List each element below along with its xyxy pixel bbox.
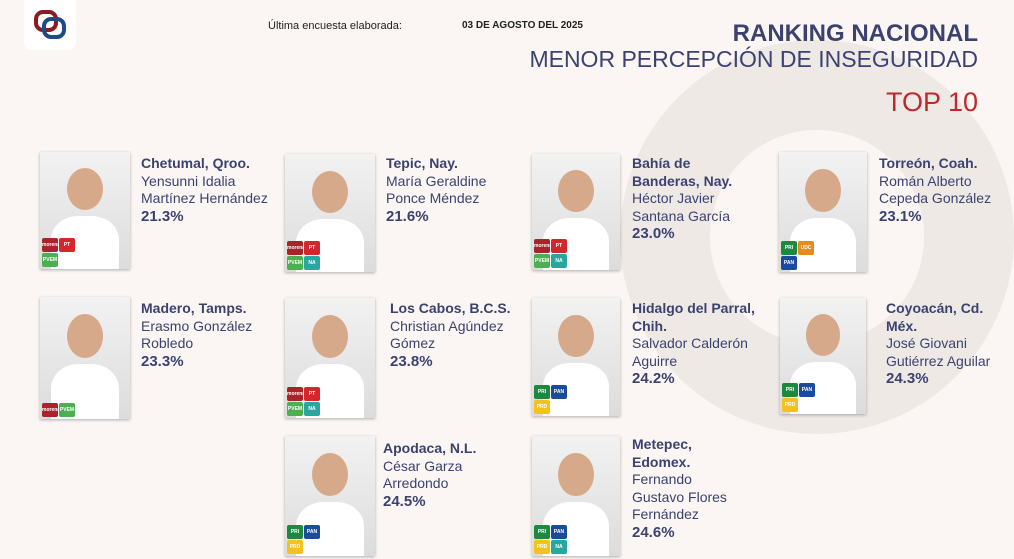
candidate-name: Erasmo González Robledo (141, 317, 253, 352)
candidate-percentage: 23.8% (390, 352, 433, 370)
candidate-percentage: 24.6% (632, 523, 675, 541)
candidate-percentage: 23.0% (632, 225, 675, 242)
party-logo: PVEM (59, 403, 75, 417)
candidate-name: José Giovani Gutiérrez Aguilar (886, 335, 991, 369)
candidate-city: Hidalgo del Parral, Chih. (632, 300, 755, 334)
candidate-percentage: 24.2% (632, 370, 675, 387)
candidate-percentage: 24.5% (383, 492, 426, 510)
party-logo: morena (287, 387, 303, 401)
party-logo: PRI (287, 525, 303, 539)
party-logo: PT (551, 239, 567, 253)
candidate-city: Apodaca, N.L. (383, 440, 477, 456)
party-logo: NA (304, 256, 320, 270)
party-logos: morenaPTPVEM (42, 238, 76, 267)
candidate-percentage: 24.3% (886, 370, 929, 387)
party-logos: PRI PAN PRD (782, 383, 816, 412)
party-logo: NA (551, 254, 567, 268)
candidate-photo: morenaPTPVEMNA (285, 298, 375, 418)
party-logo: PRI (781, 241, 797, 255)
party-logo: PAN (799, 383, 815, 397)
party-logos: PRI UDC PAN (781, 241, 815, 270)
party-logo: NA (551, 540, 567, 554)
party-logo: UDC (798, 241, 814, 255)
survey-date: 03 DE AGOSTO DEL 2025 (462, 20, 583, 31)
candidate-photo: morenaPTPVEMNA (285, 154, 375, 272)
party-logo: PAN (551, 525, 567, 539)
candidate-city: Metepec, Edomex. (632, 436, 692, 470)
candidate-name: Héctor Javier Santana García (632, 190, 731, 224)
candidate-percentage: 23.3% (141, 352, 184, 370)
top-label: TOP 10 (885, 87, 978, 117)
candidate-percentage: 23.1% (879, 207, 922, 225)
party-logo: morena (287, 241, 303, 255)
party-logo: morena (42, 403, 58, 417)
candidate-city: Torreón, Coah. (879, 155, 978, 171)
party-logo: morena (534, 239, 550, 253)
candidate-name: Christian Agúndez Gómez (390, 317, 504, 352)
candidate-city: Bahía de Banderas, Nay. (632, 155, 733, 189)
party-logos: morenaPTPVEMNA (287, 387, 321, 416)
party-logos: PRI PAN PRD (287, 525, 321, 554)
candidate-photo: morenaPVEM (40, 297, 130, 419)
candidate-percentage: 21.3% (141, 207, 184, 225)
party-logo: PAN (781, 256, 797, 270)
party-logo: PRI (534, 525, 550, 539)
candidate-photo: PRI UDC PAN (779, 152, 867, 272)
party-logo: PRI (782, 383, 798, 397)
page-subtitle: MENOR PERCEPCIÓN DE INSEGURIDAD (529, 46, 978, 72)
party-logo: PVEM (287, 256, 303, 270)
candidate-photo: PRI PAN PRD (285, 436, 375, 556)
candidate-percentage: 21.6% (386, 207, 429, 225)
party-logo: PT (59, 238, 75, 252)
party-logo: PAN (551, 385, 567, 399)
candidate-city: Chetumal, Qroo. (141, 155, 250, 171)
party-logo: PRD (287, 540, 303, 554)
party-logos: morenaPVEM (42, 403, 76, 417)
party-logo: PRD (782, 398, 798, 412)
candidate-name: Salvador Calderón Aguirre (632, 335, 748, 369)
party-logo: PAN (304, 525, 320, 539)
party-logos: morenaPTPVEMNA (534, 239, 568, 268)
candidate-name: Fernando Gustavo Flores Fernández (632, 471, 727, 522)
last-survey-label: Última encuesta elaborada: (268, 20, 402, 32)
candidate-city: Madero, Tamps. (141, 300, 247, 316)
candidate-city: Coyoacán, Cd. Méx. (886, 300, 984, 334)
candidate-name: María Geraldine Ponce Méndez (386, 172, 487, 207)
brand-logo (24, 0, 76, 50)
party-logo: NA (304, 402, 320, 416)
candidate-city: Los Cabos, B.C.S. (390, 300, 511, 316)
party-logo: PT (304, 241, 320, 255)
party-logo: morena (42, 238, 58, 252)
party-logos: PRI PAN PRD (534, 385, 568, 414)
party-logo: PRI (534, 385, 550, 399)
page-title: RANKING NACIONAL (732, 20, 978, 47)
candidate-name: Yensunni Idalia Martínez Hernández (141, 172, 268, 207)
candidate-name: César Garza Arredondo (383, 457, 463, 492)
party-logos: PRI PAN PRD NA (534, 525, 568, 554)
candidate-city: Tepic, Nay. (386, 155, 458, 171)
candidate-photo: PRI PAN PRD NA (532, 436, 620, 556)
candidate-photo: morenaPTPVEMNA (532, 154, 620, 270)
party-logo: PVEM (287, 402, 303, 416)
candidate-photo: morenaPTPVEM (40, 152, 130, 269)
party-logos: morenaPTPVEMNA (287, 241, 321, 270)
party-logo: PT (304, 387, 320, 401)
candidate-photo: PRI PAN PRD (532, 298, 620, 416)
candidate-name: Román Alberto Cepeda González (879, 172, 992, 207)
candidate-photo: PRI PAN PRD (780, 298, 866, 414)
party-logo: PVEM (42, 253, 58, 267)
party-logo: PVEM (534, 254, 550, 268)
party-logo: PRD (534, 400, 550, 414)
party-logo: PRD (534, 540, 550, 554)
